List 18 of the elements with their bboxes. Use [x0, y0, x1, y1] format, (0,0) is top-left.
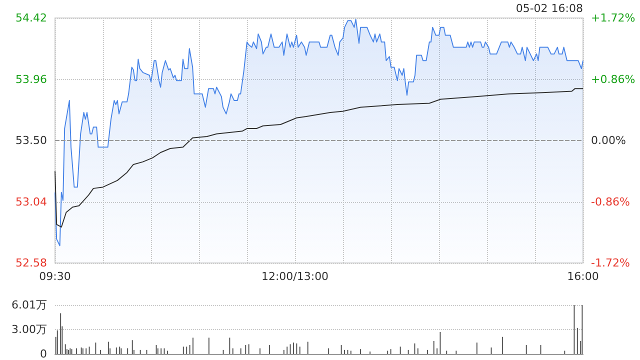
line-series [54, 88, 584, 228]
y-tick-label: 6.01万 [12, 298, 47, 312]
x-tick-label: 09:30 [39, 270, 71, 283]
y2-tick-label: -0.86% [591, 195, 630, 208]
text: 05-02 16:08 [516, 2, 583, 15]
y2-tick-label: 0.00% [591, 134, 626, 147]
y2-tick-label: +0.86% [591, 72, 636, 86]
y2-tick-label: -1.72% [591, 256, 630, 270]
y-tick-label: 3.00万 [12, 323, 47, 336]
y2-tick-label: +1.72% [591, 12, 636, 24]
y-tick-label: 53.50 [16, 134, 47, 147]
y-tick-label: 54.42 [16, 12, 47, 24]
y-tick-label: 53.04 [16, 195, 47, 208]
y-tick-label: 52.58 [16, 256, 47, 270]
x-tick-label: 16:00 [567, 270, 599, 283]
x-tick-label: 12:00/13:00 [261, 270, 329, 283]
y-tick-label: 53.96 [16, 72, 47, 86]
y-tick-label: 0 [40, 348, 47, 360]
